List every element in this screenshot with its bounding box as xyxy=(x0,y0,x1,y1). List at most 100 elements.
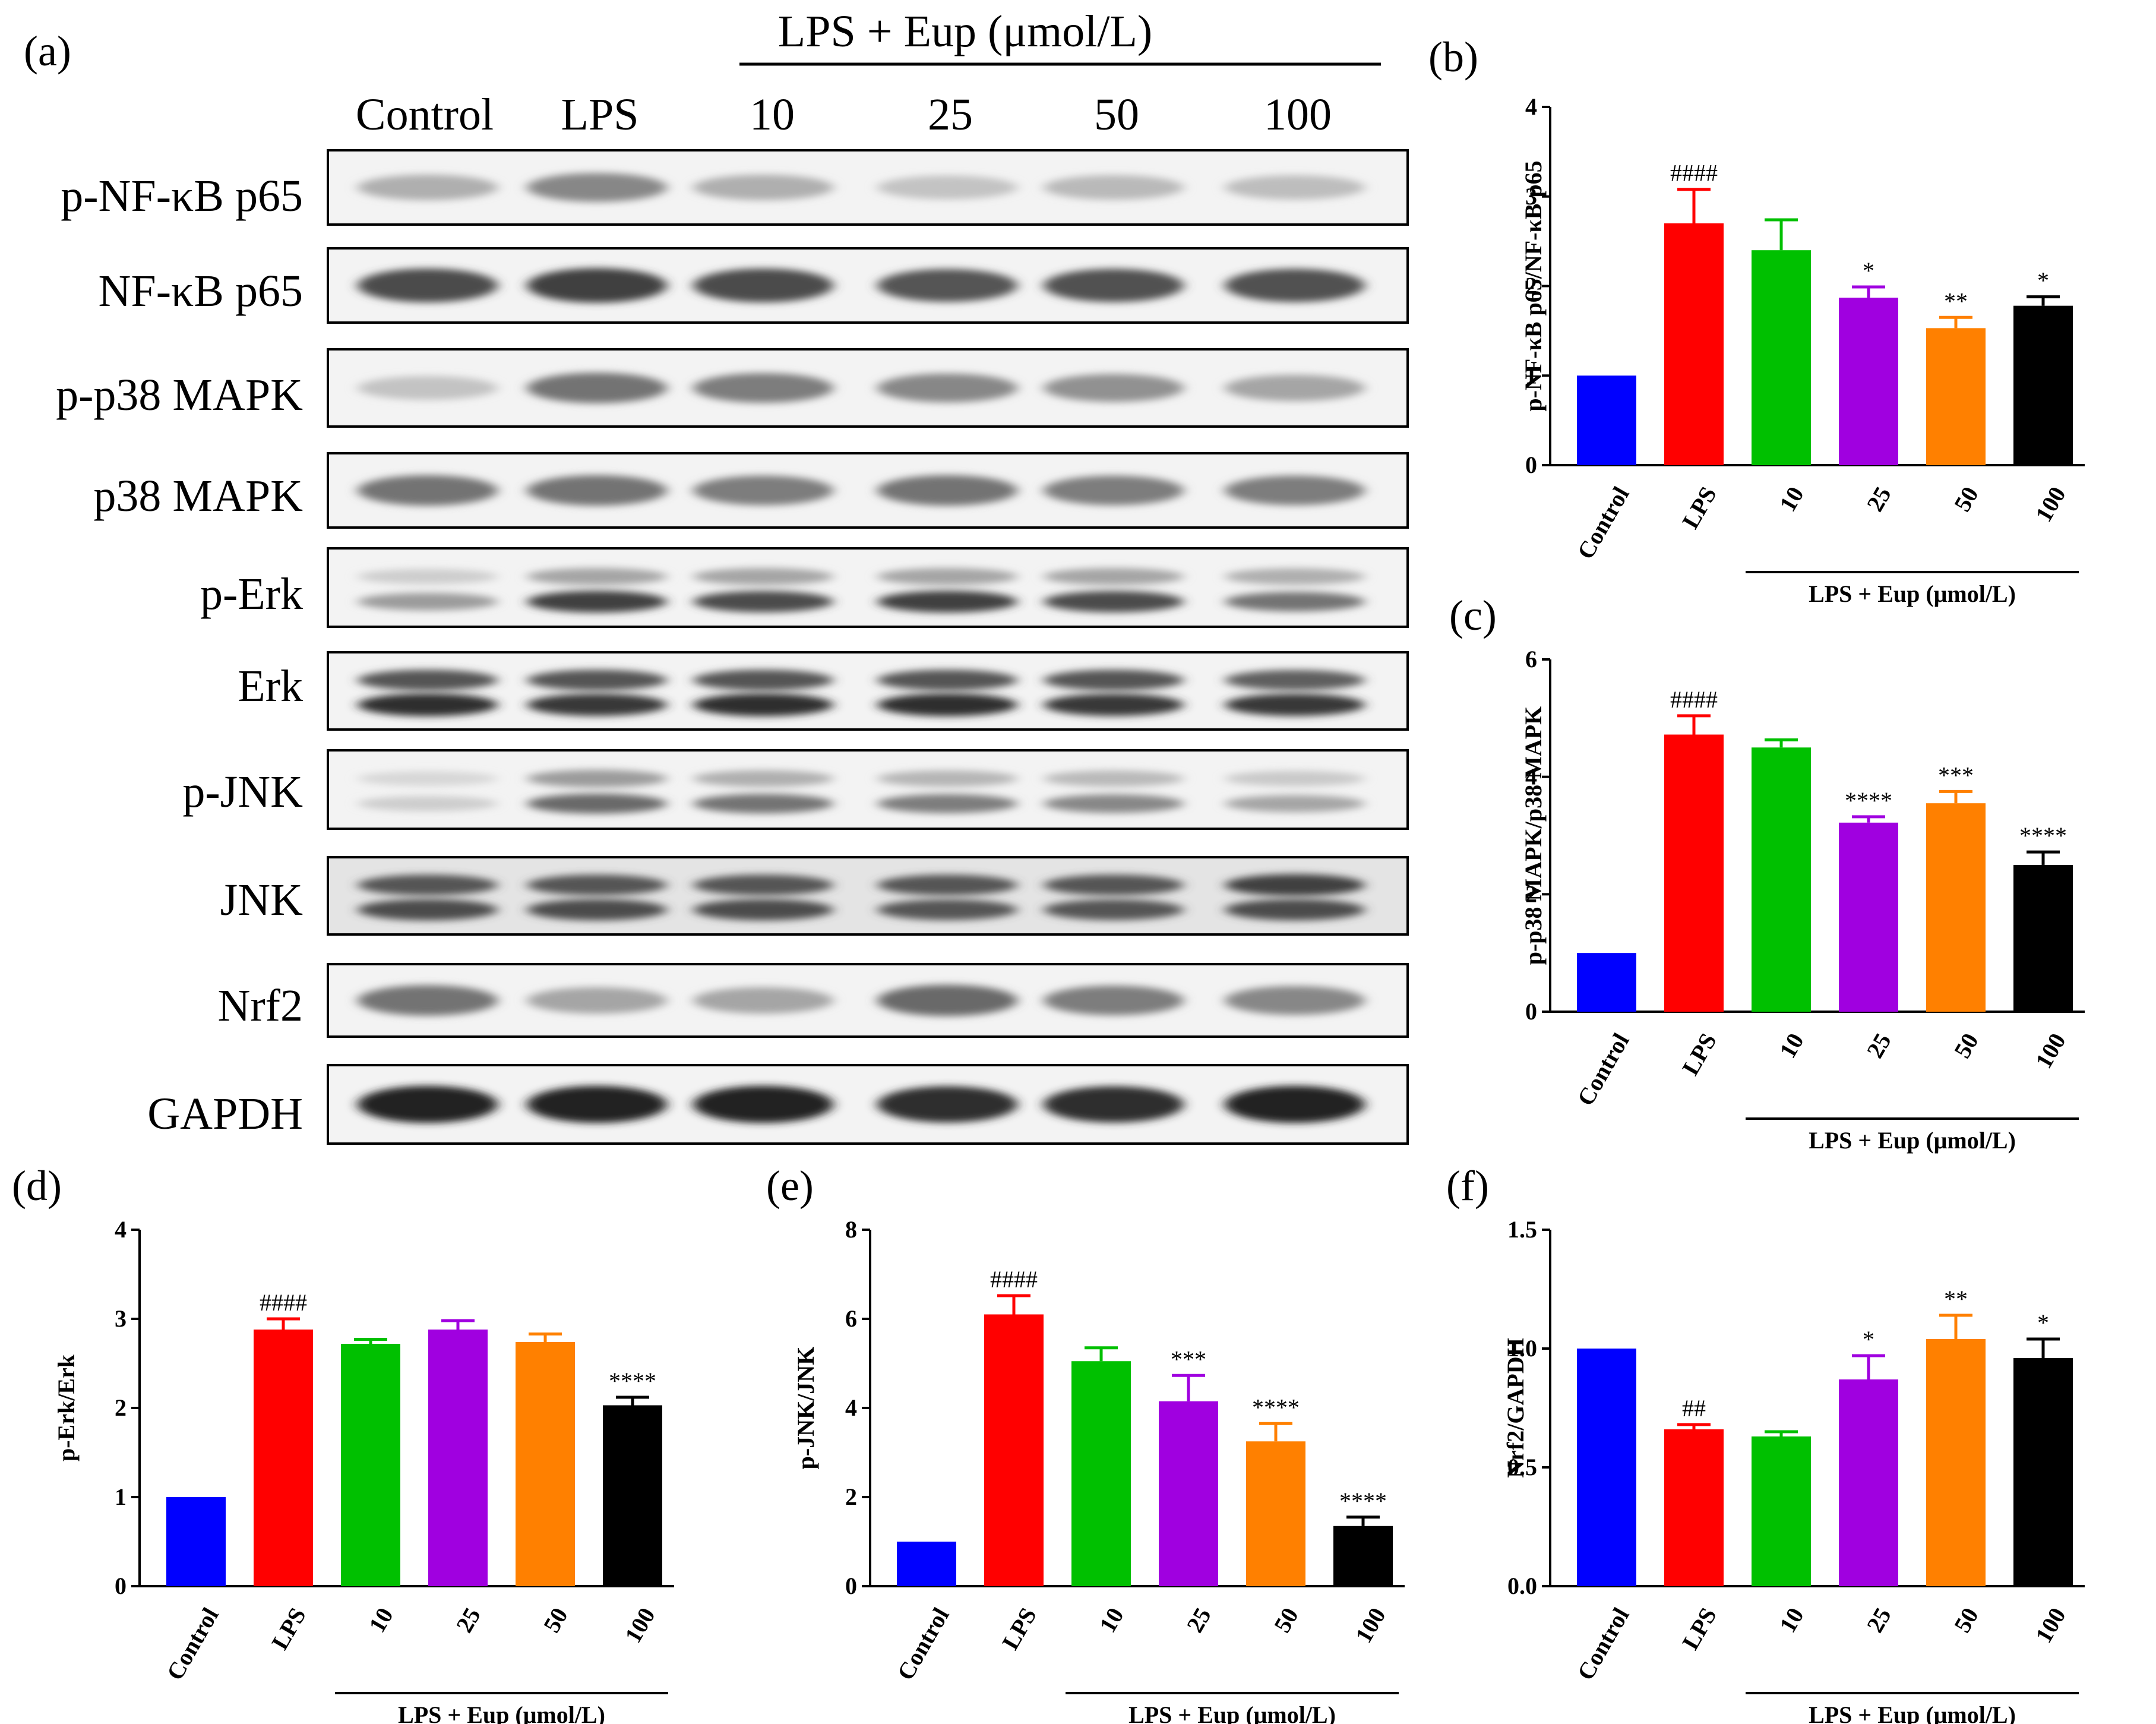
blot-row-label: Erk xyxy=(238,661,303,711)
y-tick-label: 1.0 xyxy=(1507,1335,1537,1362)
y-tick-label: 6 xyxy=(1525,646,1537,672)
x-tick-label: 100 xyxy=(619,1603,660,1647)
blot-band xyxy=(527,899,667,921)
y-tick-label: 3 xyxy=(1525,183,1537,210)
blot-row-label: p38 MAPK xyxy=(93,471,303,521)
x-tick-label: Control xyxy=(892,1603,954,1684)
group-label: LPS + Eup (μmol/L) xyxy=(398,1701,605,1724)
blot-band xyxy=(358,795,498,812)
blot-row-label: p-p38 MAPK xyxy=(56,370,303,420)
blot-band xyxy=(358,693,498,716)
blot-row-label: p-JNK xyxy=(182,767,303,817)
x-tick-label: LPS xyxy=(266,1603,311,1654)
y-tick-label: 0.0 xyxy=(1507,1573,1537,1599)
blot-band xyxy=(693,874,833,896)
y-axis-label: p-Erk/Erk xyxy=(53,1354,80,1461)
blot-band xyxy=(1044,874,1184,896)
x-tick-label: 50 xyxy=(1949,1028,1984,1062)
blot-group-header: LPS + Eup (μmol/L) xyxy=(778,7,1152,56)
x-tick-label: 50 xyxy=(538,1603,573,1637)
bar xyxy=(1926,328,1986,465)
bar xyxy=(1071,1361,1131,1586)
blot-band xyxy=(877,475,1017,506)
blot-band xyxy=(527,874,667,896)
panel-letter: (c) xyxy=(1449,592,1497,639)
bar xyxy=(1664,1429,1724,1586)
blot-band xyxy=(877,874,1017,896)
blot-lane-label: 50 xyxy=(1094,90,1139,140)
y-tick-label: 4 xyxy=(1525,93,1537,120)
significance-label: ** xyxy=(1944,1286,1968,1312)
blot-lane-label: Control xyxy=(356,90,494,140)
significance-label: *** xyxy=(1938,762,1974,788)
blot-band xyxy=(1225,693,1365,716)
blot-band xyxy=(358,175,498,200)
significance-label: * xyxy=(1863,1326,1874,1353)
blot-band xyxy=(877,770,1017,787)
group-label: LPS + Eup (μmol/L) xyxy=(1809,1701,2016,1724)
bar xyxy=(516,1342,575,1586)
bar xyxy=(603,1405,662,1586)
blot-row-label: NF-κB p65 xyxy=(99,266,303,316)
significance-label: **** xyxy=(1845,787,1892,814)
bar xyxy=(1577,375,1636,465)
y-tick-label: 2 xyxy=(1525,880,1537,907)
blot-band xyxy=(1225,1085,1365,1123)
blot-band xyxy=(877,373,1017,403)
blot-band xyxy=(877,899,1017,920)
blot-band xyxy=(1225,771,1365,787)
y-tick-label: 2 xyxy=(115,1394,127,1421)
blot-band xyxy=(877,693,1017,716)
blot-band xyxy=(527,693,667,716)
significance-label: #### xyxy=(1670,160,1718,187)
blot-band xyxy=(1044,269,1184,302)
x-tick-label: Control xyxy=(161,1603,223,1684)
blot-lane-label: 10 xyxy=(750,90,795,140)
x-tick-label: 25 xyxy=(451,1603,486,1637)
blot-band xyxy=(1225,175,1365,200)
blot-band xyxy=(877,591,1017,613)
panel-letter: (b) xyxy=(1428,33,1478,81)
significance-label: **** xyxy=(1252,1394,1300,1420)
blot-band xyxy=(1044,175,1184,200)
blot-row-label: p-NF-κB p65 xyxy=(61,171,303,221)
bar-chart: 0 1 2 3 4 p-NF-κB p65/NF-κB p65 Control #### LPS… xyxy=(1520,93,2085,607)
blot-band xyxy=(527,987,667,1014)
bar xyxy=(341,1344,400,1586)
blot-band xyxy=(1044,693,1184,716)
y-tick-label: 1 xyxy=(115,1483,127,1510)
bar xyxy=(2013,1358,2073,1586)
y-axis-label: p-p38 MAPK/p38 MAPK xyxy=(1520,706,1547,965)
significance-label: #### xyxy=(990,1266,1038,1293)
panel-letter: (f) xyxy=(1446,1162,1489,1210)
blot-band xyxy=(358,899,498,921)
blot-band xyxy=(693,670,833,691)
significance-label: * xyxy=(2037,267,2049,294)
bar xyxy=(1664,223,1724,465)
blot-band xyxy=(877,670,1017,691)
blot-strip xyxy=(327,749,1409,830)
x-tick-label: 100 xyxy=(2030,1603,2071,1647)
y-axis-label: p-NF-κB p65/NF-κB p65 xyxy=(1520,160,1547,411)
western-blot-panel: LPS + Eup (μmol/L) Control LPS 10 25 50 100 p-N… xyxy=(56,7,1409,1145)
blot-band xyxy=(693,987,833,1014)
blot-band xyxy=(358,670,498,691)
blot-band xyxy=(527,591,667,613)
y-tick-label: 1.5 xyxy=(1507,1216,1537,1243)
blot-band xyxy=(877,269,1017,302)
blot-band xyxy=(1225,269,1365,302)
bar-chart: 0.0 0.5 1.0 1.5 Nrf2/GAPDH Control ## LPS 10 * 25 *… xyxy=(1502,1216,2085,1724)
y-tick-label: 2 xyxy=(845,1483,857,1510)
blot-band xyxy=(527,568,667,585)
blot-band xyxy=(1044,475,1184,506)
bar xyxy=(1577,953,1636,1012)
x-tick-label: 25 xyxy=(1861,1603,1896,1637)
y-tick-label: 4 xyxy=(1525,763,1537,790)
x-tick-label: Control xyxy=(1572,1603,1634,1684)
blot-band xyxy=(1044,670,1184,691)
panel-letter: (d) xyxy=(12,1162,62,1210)
blot-band xyxy=(1225,475,1365,506)
blot-band xyxy=(877,794,1017,813)
bar xyxy=(254,1330,313,1586)
x-tick-label: 25 xyxy=(1861,482,1896,516)
